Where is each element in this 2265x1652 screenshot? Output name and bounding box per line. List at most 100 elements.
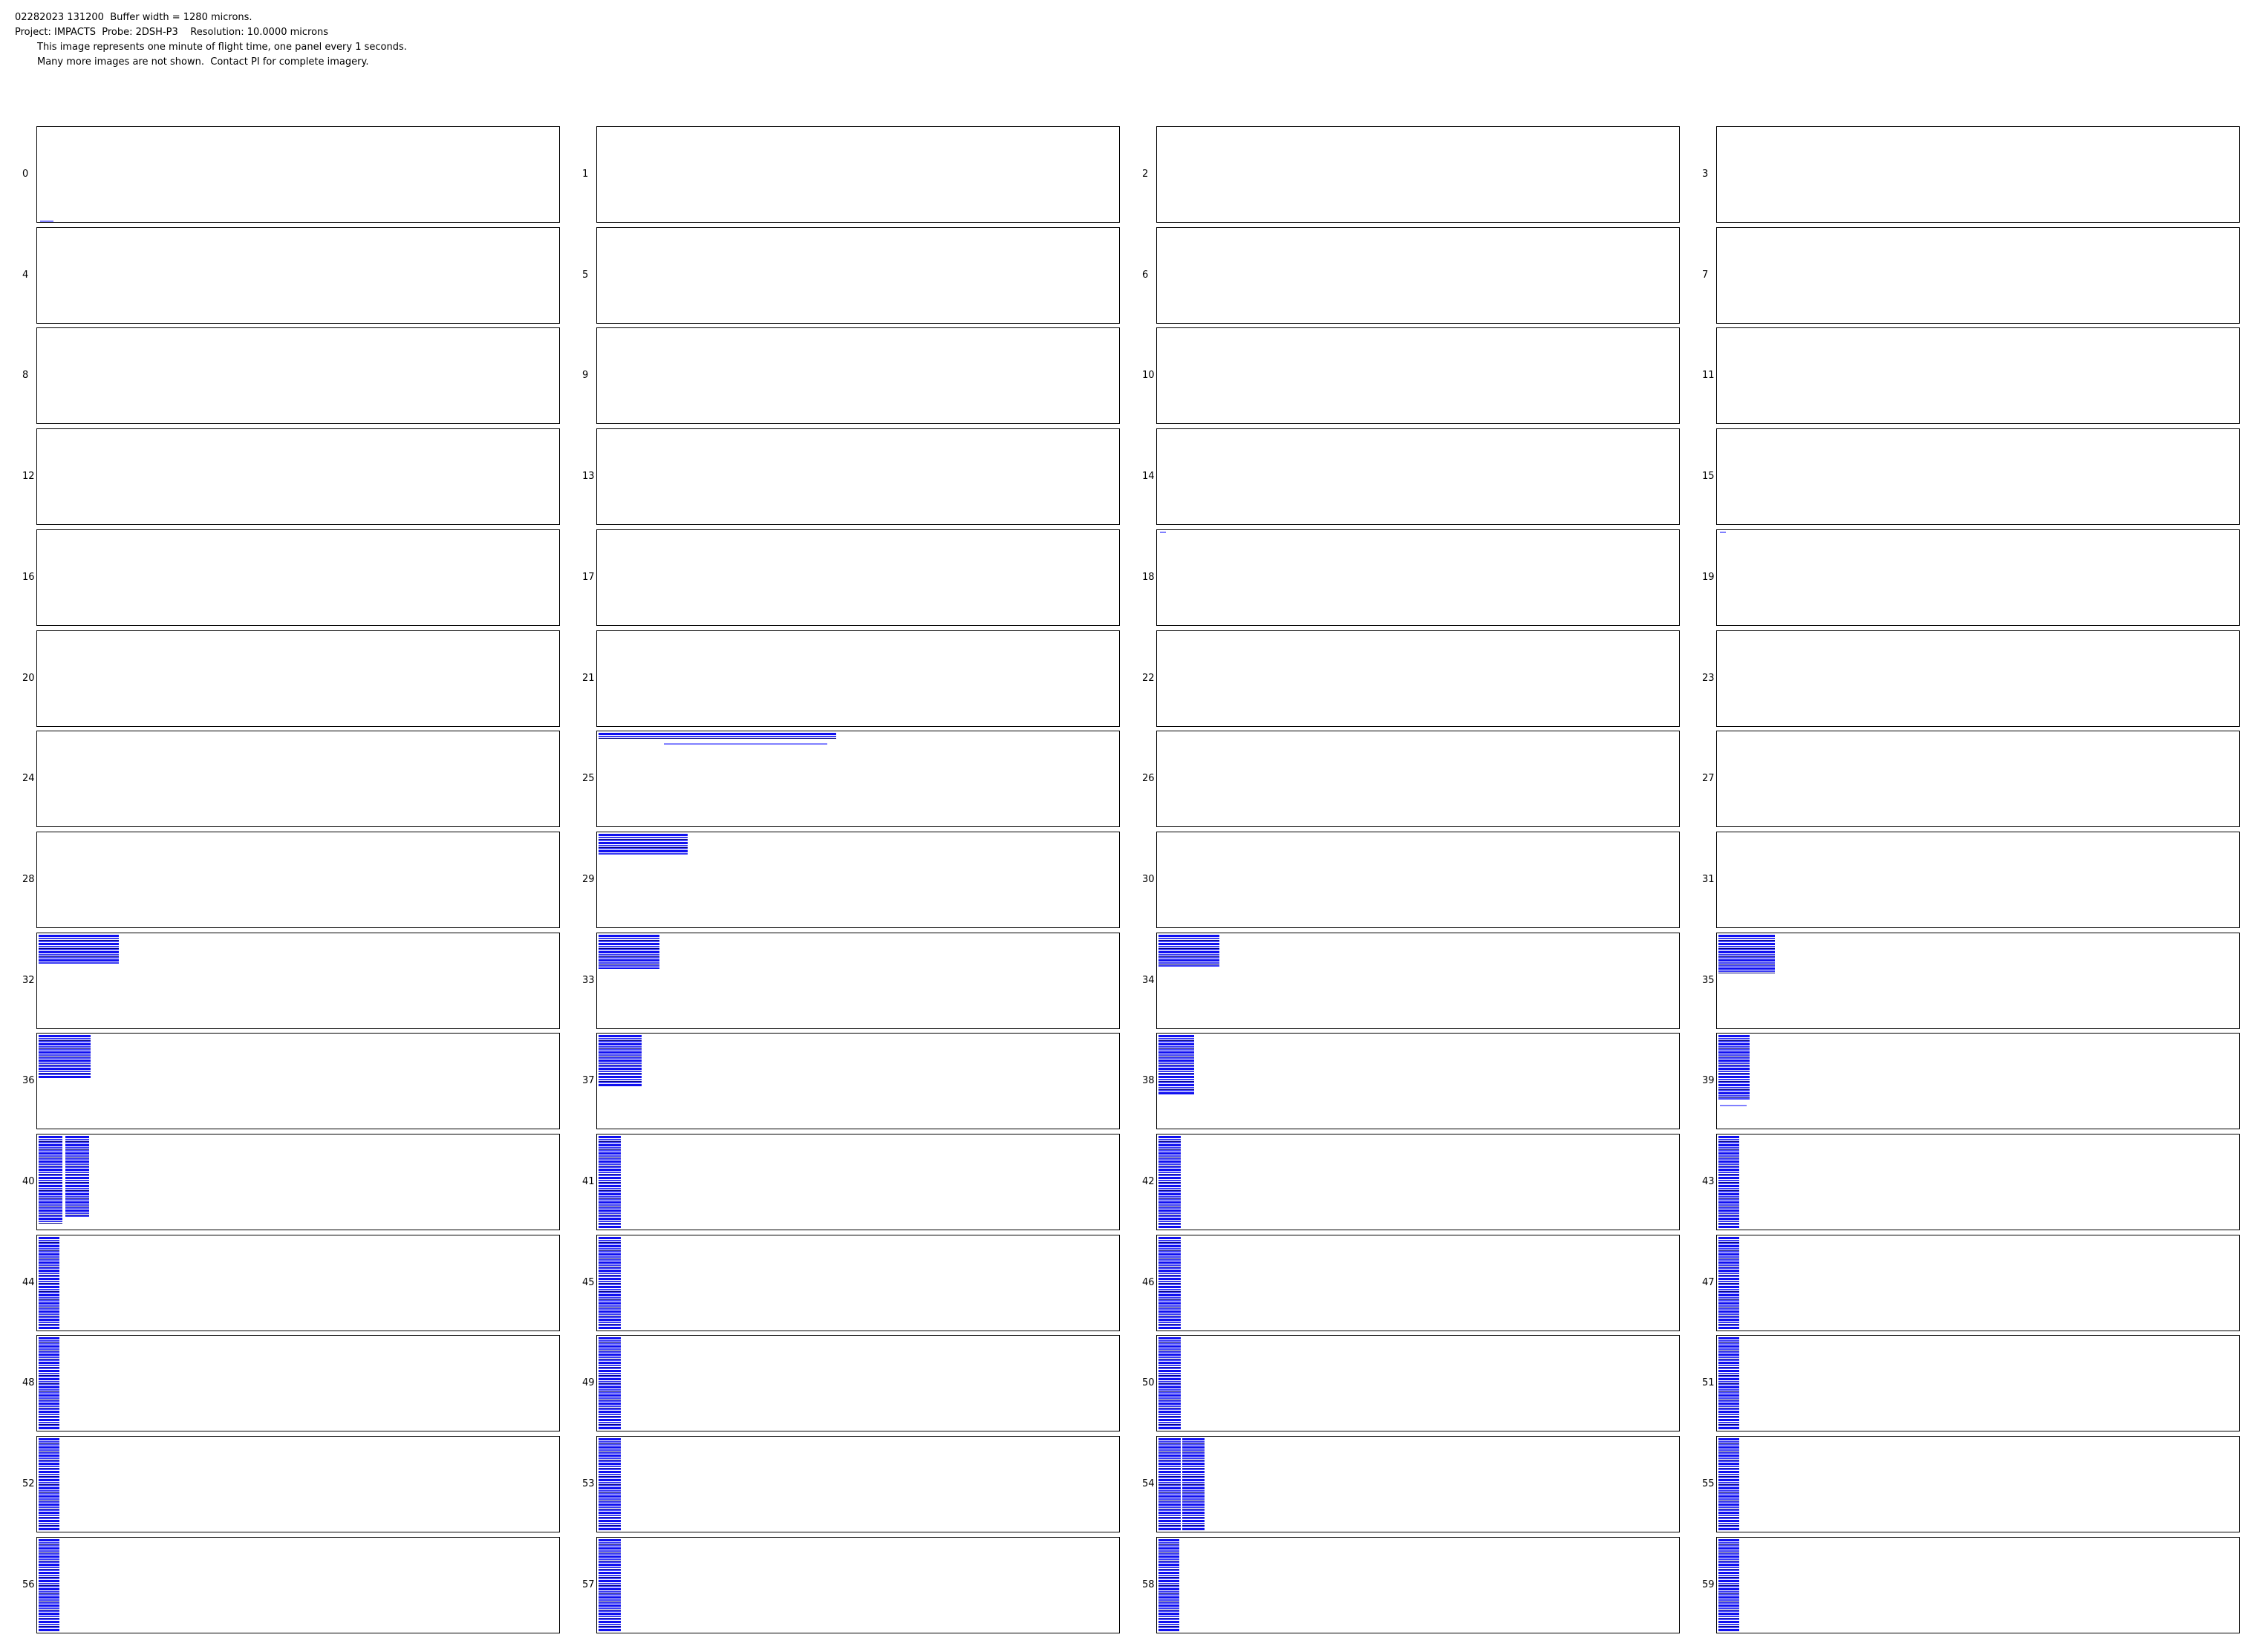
panel-label-49: 49	[582, 1377, 595, 1389]
particle-image-59-0	[1718, 1538, 1739, 1631]
particle-image-57-0	[599, 1538, 621, 1631]
panel-label-59: 59	[1702, 1578, 1715, 1590]
particle-image-36-0	[39, 1035, 91, 1079]
image-panel-55	[1716, 1436, 2240, 1533]
panel-label-55: 55	[1702, 1478, 1715, 1490]
panel-label-41: 41	[582, 1176, 595, 1187]
panel-label-8: 8	[22, 370, 29, 382]
image-panel-16	[36, 529, 560, 626]
image-panel-7	[1716, 226, 2240, 324]
particle-image-53-0	[599, 1438, 621, 1531]
image-panel-49	[596, 1335, 1120, 1432]
panel-label-6: 6	[1142, 269, 1149, 281]
particle-speck-39-0	[1720, 1105, 1747, 1107]
particle-speck-0-0	[40, 221, 53, 222]
particle-image-33-0	[599, 934, 659, 969]
panel-label-52: 52	[22, 1478, 35, 1490]
panel-label-27: 27	[1702, 773, 1715, 785]
panel-label-30: 30	[1142, 873, 1155, 885]
image-panel-59	[1716, 1536, 2240, 1633]
image-panel-15	[1716, 428, 2240, 526]
image-panel-40	[36, 1134, 560, 1230]
image-panel-0	[36, 126, 560, 223]
image-panel-30	[1156, 831, 1680, 928]
panel-label-10: 10	[1142, 370, 1155, 382]
panel-label-17: 17	[582, 571, 595, 583]
header-note-more-images: Many more images are not shown. Contact …	[37, 56, 369, 68]
image-panel-47	[1716, 1234, 2240, 1331]
image-panel-14	[1156, 428, 1680, 526]
panel-label-51: 51	[1702, 1377, 1715, 1389]
image-panel-38	[1156, 1033, 1680, 1130]
image-panel-5	[596, 226, 1120, 324]
image-panel-57	[596, 1536, 1120, 1633]
panel-label-26: 26	[1142, 773, 1155, 785]
image-panel-32	[36, 932, 560, 1029]
image-panel-19	[1716, 529, 2240, 626]
particle-image-25-0	[599, 733, 836, 740]
image-panel-10	[1156, 327, 1680, 425]
panel-label-22: 22	[1142, 672, 1155, 684]
panel-label-44: 44	[22, 1276, 35, 1288]
particle-image-37-0	[599, 1035, 642, 1088]
particle-image-58-0	[1158, 1538, 1179, 1631]
particle-image-52-0	[39, 1438, 59, 1531]
panel-label-31: 31	[1702, 873, 1715, 885]
image-panel-20	[36, 630, 560, 727]
image-panel-48	[36, 1335, 560, 1432]
panel-label-5: 5	[582, 269, 589, 281]
image-panel-43	[1716, 1134, 2240, 1230]
image-panel-1	[596, 126, 1120, 223]
particle-image-41-0	[599, 1136, 621, 1228]
panel-label-20: 20	[22, 672, 35, 684]
image-panel-23	[1716, 630, 2240, 727]
particle-image-43-0	[1718, 1136, 1739, 1228]
particle-speck-18-0	[1160, 531, 1166, 533]
panel-label-56: 56	[22, 1578, 35, 1590]
image-panel-52	[36, 1436, 560, 1533]
panel-label-34: 34	[1142, 974, 1155, 986]
panel-label-29: 29	[582, 873, 595, 885]
panel-label-36: 36	[22, 1075, 35, 1087]
panel-label-43: 43	[1702, 1176, 1715, 1187]
particle-image-39-0	[1718, 1035, 1750, 1101]
image-panel-21	[596, 630, 1120, 727]
image-panel-12	[36, 428, 560, 526]
image-panel-28	[36, 831, 560, 928]
header-date-buffer: 02282023 131200 Buffer width = 1280 micr…	[15, 12, 252, 23]
particle-image-47-0	[1718, 1236, 1739, 1329]
panel-label-25: 25	[582, 773, 595, 785]
image-panel-42	[1156, 1134, 1680, 1230]
panel-label-11: 11	[1702, 370, 1715, 382]
image-panel-6	[1156, 226, 1680, 324]
image-panel-54	[1156, 1436, 1680, 1533]
image-panel-27	[1716, 731, 2240, 828]
panel-label-57: 57	[582, 1578, 595, 1590]
particle-image-38-0	[1158, 1035, 1194, 1095]
particle-image-29-0	[599, 833, 688, 855]
header-project-probe: Project: IMPACTS Probe: 2DSH-P3 Resoluti…	[15, 27, 329, 38]
particle-image-42-0	[1158, 1136, 1181, 1228]
image-panel-11	[1716, 327, 2240, 425]
panel-label-39: 39	[1702, 1075, 1715, 1087]
panel-label-42: 42	[1142, 1176, 1155, 1187]
panel-label-9: 9	[582, 370, 589, 382]
panel-label-32: 32	[22, 974, 35, 986]
image-panel-25	[596, 731, 1120, 828]
particle-image-46-0	[1158, 1236, 1181, 1329]
particle-image-35-0	[1718, 934, 1775, 973]
image-panel-29	[596, 831, 1120, 928]
panel-label-54: 54	[1142, 1478, 1155, 1490]
panel-label-28: 28	[22, 873, 35, 885]
particle-speck-25-0	[664, 743, 827, 745]
panel-label-50: 50	[1142, 1377, 1155, 1389]
panel-label-13: 13	[582, 471, 595, 483]
panel-label-3: 3	[1702, 169, 1709, 180]
header-note-flight-time: This image represents one minute of flig…	[37, 42, 407, 53]
image-panel-24	[36, 731, 560, 828]
header: 02282023 131200 Buffer width = 1280 micr…	[15, 10, 1055, 70]
image-panel-50	[1156, 1335, 1680, 1432]
image-panel-45	[596, 1234, 1120, 1331]
panel-label-4: 4	[22, 269, 29, 281]
